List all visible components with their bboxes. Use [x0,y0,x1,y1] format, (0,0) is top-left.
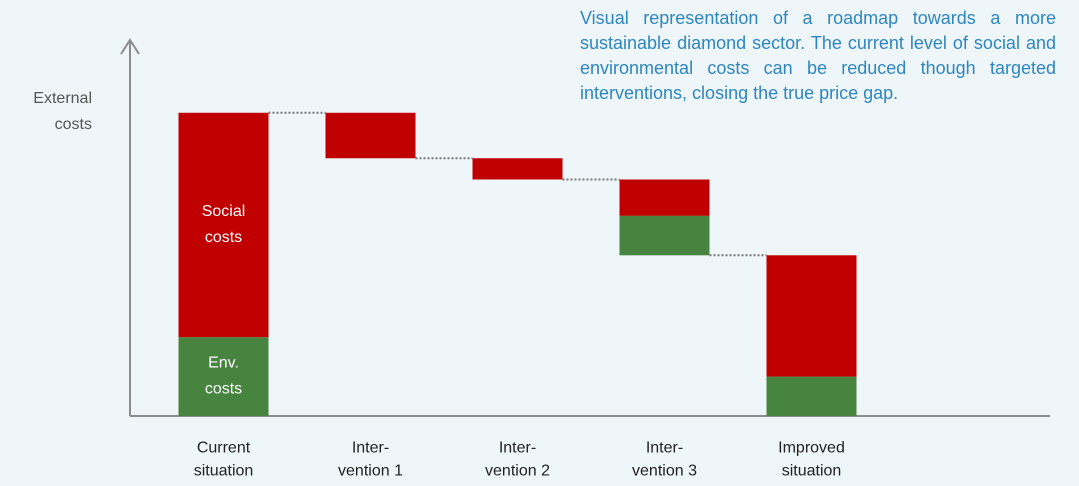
x-tick-label: Current situation [194,440,254,480]
y-axis-label: External costs [33,90,92,133]
x-tick-label: Improved situation [778,440,845,480]
bar-segment [766,376,857,416]
bar-segment [325,112,416,159]
bar-segment [766,255,857,377]
bar-segment [619,215,710,256]
bar-segment [178,337,269,416]
bar-segment [472,158,563,180]
y-axis-arrow [120,38,140,55]
description: Visual representation of a roadmap towar… [580,8,1056,103]
bar-segment [178,112,269,338]
segment-label: Env. costs [205,355,242,398]
x-tick-label: Inter-vention 2 [485,440,550,480]
x-tick-label: Inter-vention 3 [632,440,697,480]
bar-segment [619,179,710,216]
segment-label: Social costs [202,203,246,246]
x-tick-label: Inter-vention 1 [338,440,403,480]
